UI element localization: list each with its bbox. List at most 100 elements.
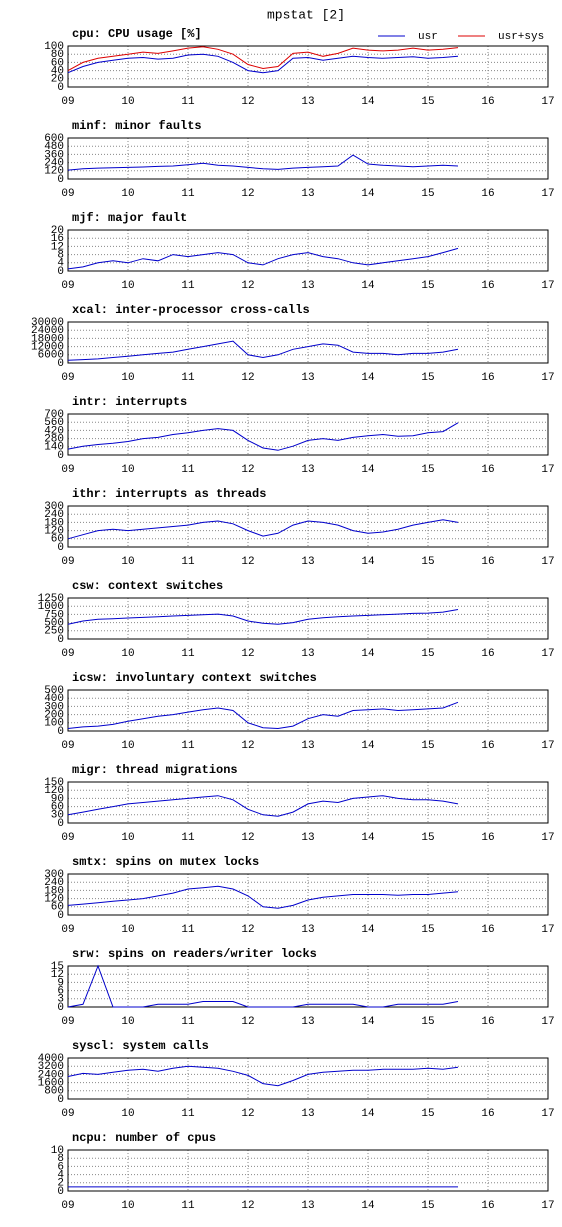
- y-tick-label: 0: [57, 726, 64, 738]
- y-tick-label: 8: [57, 1153, 64, 1165]
- x-tick-label: 15: [421, 1200, 434, 1212]
- y-tick-label: 750: [44, 609, 64, 621]
- y-tick-label: 280: [44, 434, 64, 446]
- y-tick-label: 0: [57, 1002, 64, 1014]
- x-tick-label: 11: [181, 1200, 195, 1212]
- x-tick-label: 10: [121, 188, 134, 200]
- x-tick-label: 17: [541, 1108, 554, 1120]
- y-tick-label: 2: [57, 1178, 64, 1190]
- y-tick-label: 0: [57, 542, 64, 554]
- data-line: [67, 53, 459, 74]
- data-line: [67, 519, 459, 540]
- x-tick-label: 12: [241, 96, 254, 108]
- x-tick-label: 17: [541, 188, 554, 200]
- data-line: [67, 422, 459, 451]
- x-tick-label: 17: [541, 1016, 554, 1028]
- y-tick-label: 9: [57, 977, 64, 989]
- x-tick-label: 11: [181, 280, 195, 292]
- y-tick-label: 420: [44, 425, 64, 437]
- x-tick-label: 15: [421, 1108, 434, 1120]
- y-tick-label: 12000: [31, 342, 64, 354]
- x-tick-label: 10: [121, 1108, 134, 1120]
- panel-title: cpu: CPU usage [%]: [72, 27, 202, 41]
- x-tick-label: 09: [61, 188, 74, 200]
- y-tick-label: 120: [44, 526, 64, 538]
- x-tick-label: 17: [541, 832, 554, 844]
- x-tick-label: 11: [181, 924, 195, 936]
- plot-frame: [67, 689, 549, 732]
- plot-frame: [67, 1057, 549, 1100]
- x-tick-label: 16: [481, 1016, 494, 1028]
- y-tick-label: 180: [44, 517, 64, 529]
- x-tick-label: 16: [481, 924, 494, 936]
- y-tick-label: 700: [44, 409, 64, 421]
- y-tick-label: 0: [57, 910, 64, 922]
- x-tick-label: 13: [301, 556, 314, 568]
- x-tick-label: 12: [241, 556, 254, 568]
- x-tick-label: 13: [301, 924, 314, 936]
- y-tick-label: 0: [57, 1186, 64, 1198]
- x-tick-label: 09: [61, 372, 74, 384]
- y-tick-label: 0: [57, 266, 64, 278]
- panel-title: mjf: major fault: [72, 211, 187, 225]
- y-tick-label: 1600: [38, 1078, 64, 1090]
- data-line: [67, 340, 459, 361]
- y-tick-label: 0: [57, 450, 64, 462]
- x-tick-label: 16: [481, 556, 494, 568]
- x-tick-label: 12: [241, 648, 254, 660]
- y-tick-label: 20: [51, 74, 64, 86]
- x-tick-label: 14: [361, 1108, 375, 1120]
- y-tick-label: 0: [57, 634, 64, 646]
- plot-frame: [67, 873, 549, 916]
- data-line: [67, 247, 459, 270]
- data-line: [67, 609, 459, 625]
- y-tick-label: 60: [51, 802, 64, 814]
- y-tick-label: 560: [44, 417, 64, 429]
- x-tick-label: 17: [541, 740, 554, 752]
- plot-frame: [67, 1149, 549, 1192]
- x-tick-label: 14: [361, 740, 375, 752]
- y-tick-label: 60: [51, 57, 64, 69]
- panel-title: xcal: inter-processor cross-calls: [72, 303, 310, 317]
- x-tick-label: 14: [361, 1200, 375, 1212]
- x-tick-label: 12: [241, 372, 254, 384]
- x-tick-label: 15: [421, 372, 434, 384]
- x-tick-label: 16: [481, 1200, 494, 1212]
- x-tick-label: 16: [481, 280, 494, 292]
- x-tick-label: 13: [301, 740, 314, 752]
- x-tick-label: 14: [361, 280, 375, 292]
- x-tick-label: 14: [361, 96, 375, 108]
- x-tick-label: 16: [481, 648, 494, 660]
- x-tick-label: 10: [121, 740, 134, 752]
- y-tick-label: 600: [44, 133, 64, 145]
- y-tick-label: 240: [44, 158, 64, 170]
- x-tick-label: 12: [241, 1200, 254, 1212]
- data-line: [67, 154, 459, 171]
- data-line: [67, 795, 459, 817]
- x-tick-label: 11: [181, 96, 195, 108]
- x-tick-label: 13: [301, 96, 314, 108]
- y-tick-label: 100: [44, 718, 64, 730]
- y-tick-label: 30: [51, 810, 64, 822]
- x-tick-label: 13: [301, 1108, 314, 1120]
- x-tick-label: 13: [301, 648, 314, 660]
- y-tick-label: 500: [44, 685, 64, 697]
- x-tick-label: 14: [361, 832, 375, 844]
- x-tick-label: 12: [241, 832, 254, 844]
- x-tick-label: 16: [481, 464, 494, 476]
- x-tick-label: 13: [301, 1200, 314, 1212]
- x-tick-label: 09: [61, 556, 74, 568]
- y-tick-label: 100: [44, 41, 64, 53]
- x-tick-label: 12: [241, 188, 254, 200]
- y-tick-label: 1000: [38, 601, 64, 613]
- data-line: [67, 964, 459, 1008]
- y-tick-label: 4: [57, 258, 64, 270]
- x-tick-label: 14: [361, 924, 375, 936]
- x-tick-label: 09: [61, 464, 74, 476]
- y-tick-label: 300: [44, 501, 64, 513]
- page-title: mpstat [2]: [267, 7, 345, 22]
- x-tick-label: 15: [421, 464, 434, 476]
- x-tick-label: 10: [121, 648, 134, 660]
- x-tick-label: 10: [121, 556, 134, 568]
- y-tick-label: 360: [44, 149, 64, 161]
